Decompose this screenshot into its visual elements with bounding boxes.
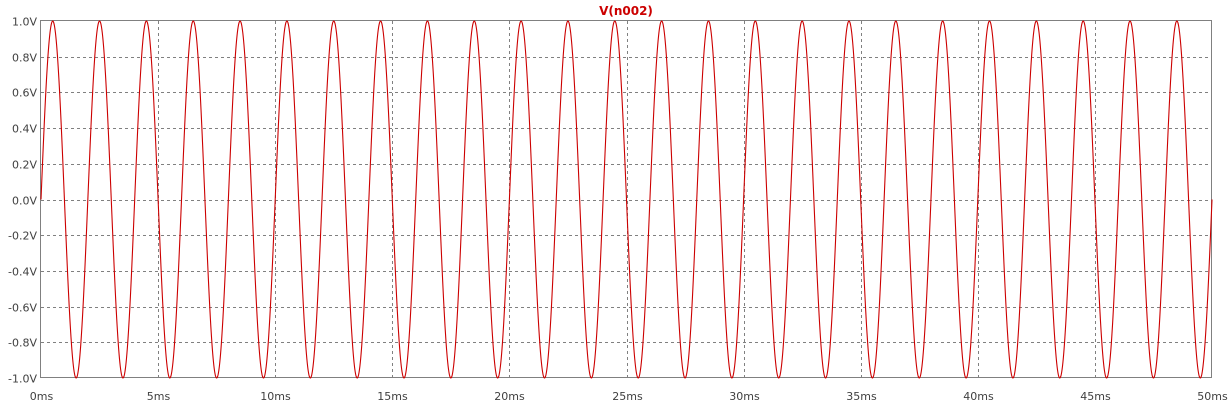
x-tick-label: 25ms	[612, 390, 643, 403]
y-tick-label: -0.4V	[8, 266, 37, 279]
y-tick-label: -0.8V	[8, 337, 37, 350]
y-tick-label: 0.6V	[12, 87, 37, 100]
y-tick-label: 0.4V	[12, 123, 37, 136]
x-tick-label: 10ms	[260, 390, 291, 403]
x-tick-label: 0ms	[30, 390, 54, 403]
trace-title[interactable]: V(n002)	[599, 4, 653, 18]
x-tick-label: 50ms	[1197, 390, 1228, 403]
y-tick-label: -0.2V	[8, 230, 37, 243]
y-tick-label: 0.2V	[12, 159, 37, 172]
x-tick-label: 5ms	[147, 390, 171, 403]
y-tick-label: 0.8V	[12, 52, 37, 65]
y-tick-label: 1.0V	[12, 16, 37, 29]
x-tick-label: 15ms	[377, 390, 408, 403]
tick-labels: 0ms 5ms 10ms 15ms 20ms 25ms 30ms 35ms 40ms 45ms 50…	[8, 16, 1228, 404]
x-tick-label: 20ms	[494, 390, 525, 403]
y-tick-label: -0.6V	[8, 302, 37, 315]
y-tick-label: 0.0V	[12, 195, 37, 208]
x-tick-label: 35ms	[846, 390, 877, 403]
trace-line	[40, 20, 1213, 379]
y-tick-label: -1.0V	[8, 373, 37, 386]
x-tick-label: 40ms	[963, 390, 994, 403]
x-tick-label: 30ms	[729, 390, 760, 403]
x-tick-label: 45ms	[1080, 390, 1111, 403]
